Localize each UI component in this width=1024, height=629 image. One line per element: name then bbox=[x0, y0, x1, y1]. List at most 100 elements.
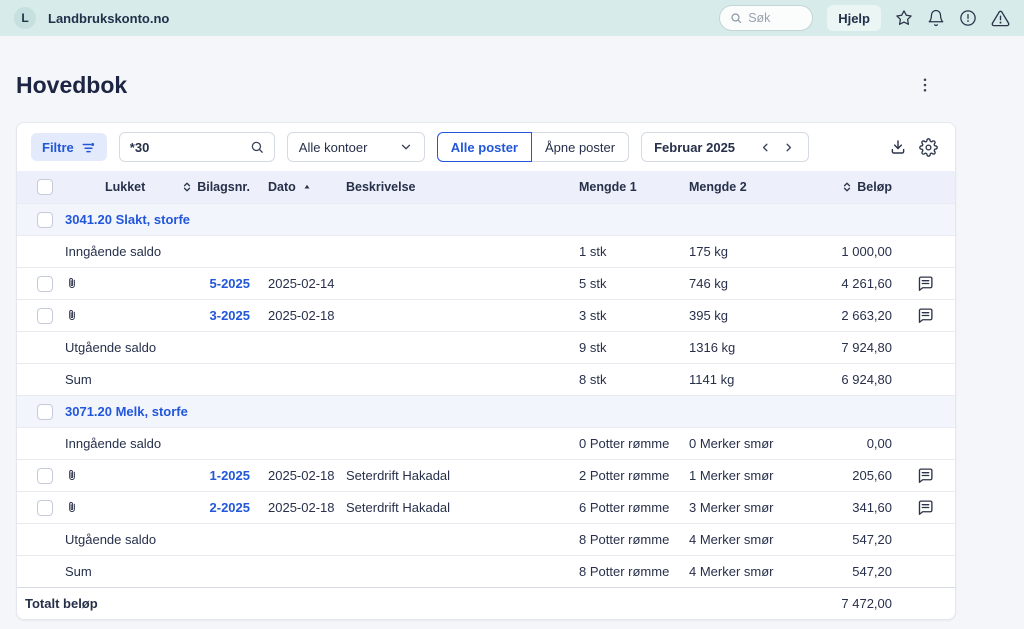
table-search[interactable] bbox=[119, 132, 275, 162]
table-row: 2-20252025-02-18Seterdrift Hakadal6 Pott… bbox=[17, 491, 955, 523]
mengde2-cell: 395 kg bbox=[681, 308, 791, 323]
view-toggle: Alle poster Åpne poster bbox=[437, 132, 629, 162]
account-group-row: 3071.20 Melk, storfe bbox=[17, 395, 955, 427]
app-logo-letter: L bbox=[21, 11, 28, 25]
account-group-row: 3041.20 Slakt, storfe bbox=[17, 203, 955, 235]
header-beskrivelse[interactable]: Beskrivelse bbox=[346, 180, 571, 194]
header-dato[interactable]: Dato bbox=[254, 180, 346, 194]
search-icon bbox=[730, 12, 742, 24]
header-mengde2[interactable]: Mengde 2 bbox=[681, 180, 791, 194]
row-checkbox[interactable] bbox=[37, 276, 53, 292]
comment-icon[interactable] bbox=[917, 467, 934, 484]
ledger-card: Filtre Alle kontoer Alle poster Åpne pos… bbox=[16, 122, 956, 620]
saldo-label: Sum bbox=[61, 564, 571, 579]
saldo-label: Utgående saldo bbox=[61, 532, 571, 547]
row-checkbox[interactable] bbox=[37, 308, 53, 324]
mengde1-cell: 9 stk bbox=[571, 340, 681, 355]
account-filter-select[interactable]: Alle kontoer bbox=[287, 132, 425, 162]
table-search-input[interactable] bbox=[130, 140, 250, 155]
table-row: Sum8 Potter rømme4 Merker smør547,20 bbox=[17, 555, 955, 587]
select-all-checkbox[interactable] bbox=[37, 179, 53, 195]
comment-icon[interactable] bbox=[917, 275, 934, 292]
date-cell: 2025-02-18 bbox=[254, 308, 346, 323]
period-picker[interactable]: Februar 2025 bbox=[641, 132, 809, 162]
mengde2-cell: 4 Merker smør bbox=[681, 532, 791, 547]
table-row: Utgående saldo8 Potter rømme4 Merker smø… bbox=[17, 523, 955, 555]
toggle-all-posts[interactable]: Alle poster bbox=[437, 132, 532, 162]
attachment-cell bbox=[61, 468, 97, 483]
checkbox-cell bbox=[17, 308, 61, 324]
bell-icon[interactable] bbox=[927, 9, 945, 27]
topbar-actions: Hjelp bbox=[719, 5, 1010, 31]
help-button[interactable]: Hjelp bbox=[827, 5, 881, 31]
download-icon[interactable] bbox=[889, 138, 907, 156]
bilagsnr-link[interactable]: 1-2025 bbox=[160, 468, 254, 483]
account-filter-value: Alle kontoer bbox=[299, 140, 368, 155]
star-icon[interactable] bbox=[895, 9, 913, 27]
row-checkbox[interactable] bbox=[37, 212, 53, 228]
comment-icon[interactable] bbox=[917, 307, 934, 324]
alert-triangle-icon[interactable] bbox=[991, 9, 1010, 28]
search-icon bbox=[250, 140, 264, 154]
comment-cell bbox=[896, 307, 955, 324]
table-row: 1-20252025-02-18Seterdrift Hakadal2 Pott… bbox=[17, 459, 955, 491]
paperclip-icon bbox=[65, 276, 79, 291]
table-toolbar: Filtre Alle kontoer Alle poster Åpne pos… bbox=[17, 123, 955, 171]
sort-icon[interactable] bbox=[841, 181, 853, 193]
amount-cell: 547,20 bbox=[791, 564, 896, 579]
more-options-icon[interactable] bbox=[914, 74, 936, 96]
bilagsnr-link[interactable]: 3-2025 bbox=[160, 308, 254, 323]
checkbox-cell bbox=[17, 212, 61, 228]
bilagsnr-link[interactable]: 2-2025 bbox=[160, 500, 254, 515]
date-cell: 2025-02-18 bbox=[254, 468, 346, 483]
description-cell: Seterdrift Hakadal bbox=[346, 500, 571, 515]
filter-button-label: Filtre bbox=[42, 140, 74, 155]
table-row: 3-20252025-02-183 stk395 kg2 663,20 bbox=[17, 299, 955, 331]
chevron-down-icon bbox=[399, 140, 413, 154]
sort-icon[interactable] bbox=[181, 181, 193, 193]
chevron-right-icon[interactable] bbox=[777, 138, 800, 157]
global-search-input[interactable] bbox=[748, 11, 804, 25]
mengde2-cell: 1141 kg bbox=[681, 372, 791, 387]
bilagsnr-link[interactable]: 5-2025 bbox=[160, 276, 254, 291]
date-cell: 2025-02-14 bbox=[254, 276, 346, 291]
comment-icon[interactable] bbox=[917, 499, 934, 516]
brand-name: Landbrukskonto.no bbox=[48, 11, 169, 26]
global-search[interactable] bbox=[719, 5, 813, 31]
mengde1-cell: 2 Potter rømme bbox=[571, 468, 681, 483]
mengde2-cell: 175 kg bbox=[681, 244, 791, 259]
header-lukket[interactable]: Lukket bbox=[97, 180, 160, 194]
settings-icon[interactable] bbox=[919, 138, 938, 157]
app-logo[interactable]: L bbox=[14, 7, 36, 29]
comment-cell bbox=[896, 467, 955, 484]
amount-cell: 0,00 bbox=[791, 436, 896, 451]
attachment-cell bbox=[61, 500, 97, 515]
amount-cell: 205,60 bbox=[791, 468, 896, 483]
checkbox-cell bbox=[17, 468, 61, 484]
filter-button[interactable]: Filtre bbox=[31, 133, 107, 161]
mengde1-cell: 5 stk bbox=[571, 276, 681, 291]
row-checkbox[interactable] bbox=[37, 468, 53, 484]
toggle-open-posts[interactable]: Åpne poster bbox=[531, 132, 629, 162]
checkbox-cell bbox=[17, 404, 61, 420]
header-belop[interactable]: Beløp bbox=[791, 180, 896, 194]
saldo-label: Utgående saldo bbox=[61, 340, 571, 355]
table-row: Inngående saldo1 stk175 kg1 000,00 bbox=[17, 235, 955, 267]
row-checkbox[interactable] bbox=[37, 500, 53, 516]
header-bilagsnr[interactable]: Bilagsnr. bbox=[160, 180, 254, 194]
description-cell: Seterdrift Hakadal bbox=[346, 468, 571, 483]
chevron-left-icon[interactable] bbox=[754, 138, 777, 157]
mengde2-cell: 3 Merker smør bbox=[681, 500, 791, 515]
account-link[interactable]: 3071.20 Melk, storfe bbox=[61, 404, 955, 419]
amount-cell: 2 663,20 bbox=[791, 308, 896, 323]
account-link[interactable]: 3041.20 Slakt, storfe bbox=[61, 212, 955, 227]
alert-circle-icon[interactable] bbox=[959, 9, 977, 27]
amount-cell: 6 924,80 bbox=[791, 372, 896, 387]
amount-cell: 341,60 bbox=[791, 500, 896, 515]
attachment-cell bbox=[61, 308, 97, 323]
total-amount: 7 472,00 bbox=[791, 596, 896, 611]
sort-asc-icon bbox=[302, 182, 312, 192]
total-label: Totalt beløp bbox=[17, 596, 571, 611]
row-checkbox[interactable] bbox=[37, 404, 53, 420]
header-mengde1[interactable]: Mengde 1 bbox=[571, 180, 681, 194]
